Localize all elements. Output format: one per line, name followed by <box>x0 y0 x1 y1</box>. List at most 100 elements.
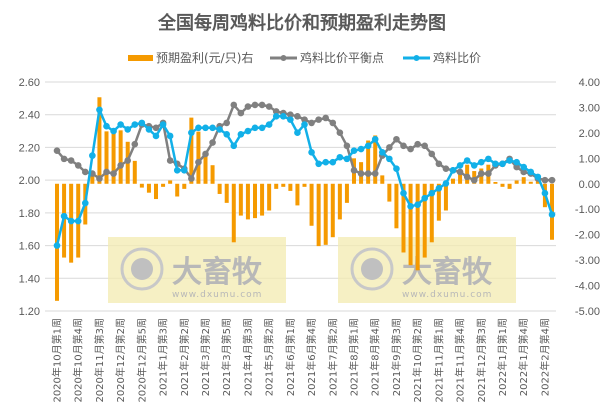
balance-point <box>251 101 259 109</box>
profit-bar <box>267 183 272 211</box>
ratio-point <box>506 157 513 164</box>
left-axis: 1.20 1.40 1.60 1.80 2.00 2.20 2.40 2.60 <box>19 77 40 318</box>
x-tick-label: 2020年10月第1周 <box>51 318 64 403</box>
profit-bar <box>337 183 342 220</box>
balance-point <box>315 116 322 123</box>
right-tick-label: 4.00 <box>579 77 600 89</box>
ratio-point <box>527 168 535 176</box>
balance-point <box>470 176 478 184</box>
profit-bar <box>521 177 526 184</box>
x-tick-label: 2021年5月第2周 <box>263 318 276 396</box>
ratio-point <box>89 152 96 159</box>
ratio-point <box>74 217 82 225</box>
left-tick-label: 2.20 <box>19 142 40 154</box>
left-tick-label: 1.60 <box>19 241 40 253</box>
profit-bar <box>408 183 413 266</box>
balance-point <box>463 173 471 181</box>
ratio-point <box>188 129 195 137</box>
ratio-point <box>251 124 259 132</box>
ratio-point <box>463 157 471 164</box>
balance-point <box>386 144 393 151</box>
ratio-point <box>110 127 117 135</box>
profit-bar <box>373 135 378 184</box>
ratio-point <box>456 162 464 169</box>
ratio-point <box>124 126 132 133</box>
left-tick-label: 2.00 <box>19 175 40 187</box>
profit-bar <box>146 183 151 193</box>
balance-point <box>371 170 379 177</box>
ratio-point <box>336 153 344 161</box>
balance-point <box>110 170 117 177</box>
balance-point <box>329 119 337 127</box>
profit-bar <box>111 132 116 184</box>
ratio-point <box>513 158 520 166</box>
profit-bar <box>210 165 215 184</box>
ratio-point <box>131 121 139 128</box>
balance-point <box>513 163 520 171</box>
ratio-point <box>407 203 414 210</box>
ratio-point <box>159 121 167 128</box>
profit-bar <box>260 183 265 216</box>
watermark-name: 大畜牧 <box>172 255 263 290</box>
profit-bar <box>90 176 95 184</box>
x-tick-label: 2021年1月第3周 <box>157 318 170 396</box>
x-axis-labels: 2020年10月第1周 2020年10月第4周 2020年11月第3周 2020年12… <box>51 318 552 403</box>
x-tick-label: 2021年9月第3周 <box>390 318 403 396</box>
balance-point <box>67 157 75 164</box>
balance-point <box>400 142 407 150</box>
right-axis: -5.00 -4.00 -3.00 -2.00 -1.00 0.00 1.00 2.00 3.0… <box>575 77 600 318</box>
profit-bar <box>97 97 102 184</box>
balance-point <box>350 167 358 174</box>
ratio-point <box>343 155 351 163</box>
balance-point <box>103 168 110 176</box>
ratio-point <box>477 158 485 166</box>
ratio-point <box>357 145 365 153</box>
left-tick-label: 2.40 <box>19 110 40 122</box>
balance-point <box>124 157 132 164</box>
ratio-point <box>520 163 528 171</box>
x-tick-label: 2021年6月第4周 <box>305 318 318 396</box>
balance-line <box>56 103 552 182</box>
balance-point <box>152 124 160 132</box>
ratio-point <box>180 167 188 174</box>
balance-point <box>265 103 273 110</box>
balance-point <box>308 119 315 127</box>
balance-point <box>456 168 464 176</box>
balance-point <box>294 113 301 120</box>
watermark-url: www.dxumu.com <box>172 290 262 300</box>
balance-point <box>287 111 294 119</box>
balance-point <box>230 101 238 109</box>
ratio-point <box>209 124 216 132</box>
balance-point <box>407 145 414 153</box>
ratio-point <box>152 132 160 140</box>
profit-bar <box>132 160 137 184</box>
balance-point <box>357 170 365 177</box>
ratio-point <box>138 119 146 127</box>
balance-point <box>53 147 61 154</box>
x-tick-label: 2021年6月第1周 <box>284 318 297 396</box>
ratio-point <box>534 173 542 181</box>
profit-bar <box>182 183 187 189</box>
balance-point <box>202 150 209 158</box>
ratio-point <box>499 160 506 168</box>
watermark-eye-icon <box>350 247 394 291</box>
balance-point <box>244 103 252 110</box>
balance-point <box>322 114 330 122</box>
ratio-point <box>421 194 429 202</box>
ratio-point <box>258 124 266 132</box>
balance-point <box>442 165 450 172</box>
right-tick-label: -1.00 <box>575 204 600 216</box>
profit-bar <box>387 183 392 202</box>
x-tick-label: 2020年12月第5周 <box>135 318 148 403</box>
profit-bar <box>118 130 123 184</box>
ratio-point <box>308 149 315 156</box>
profit-bar <box>104 131 109 184</box>
profit-bar <box>281 183 286 187</box>
profit-bar <box>401 183 406 253</box>
profit-bar <box>493 181 498 184</box>
ratio-point <box>428 189 436 197</box>
balance-point <box>421 142 429 150</box>
profit-bar <box>429 183 434 243</box>
profit-bar <box>203 155 208 184</box>
